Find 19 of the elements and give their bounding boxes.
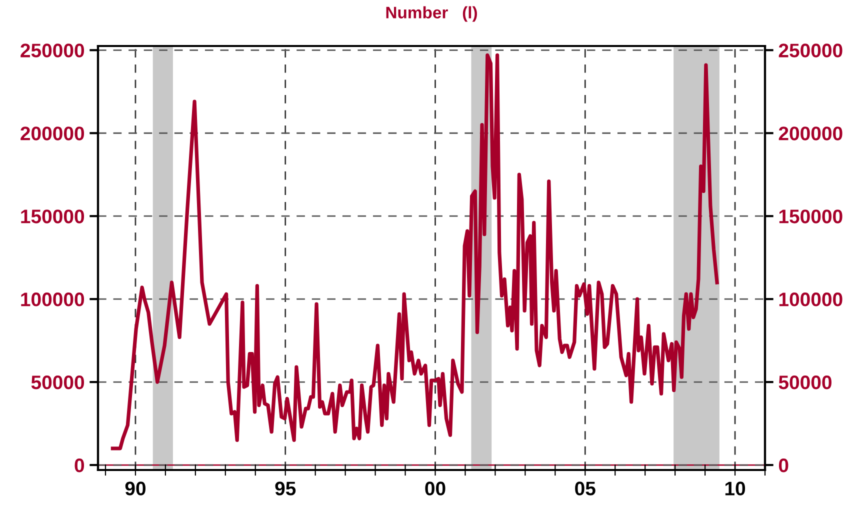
x-tick-label: 10 xyxy=(725,482,746,496)
y2-tick-label: 50000 xyxy=(778,376,832,390)
y-tick-label: 150000 xyxy=(21,210,84,224)
x-tick-label: 90 xyxy=(125,482,146,496)
y2-tick-label: 200000 xyxy=(778,126,842,140)
y2-tick-label: 0 xyxy=(778,458,788,472)
y-tick-label: 50000 xyxy=(31,376,84,390)
y2-tick-label: 100000 xyxy=(779,292,842,306)
y2-tick-label: 250000 xyxy=(778,44,842,58)
x-tick-label: 05 xyxy=(575,482,596,496)
y-tick-label: 250000 xyxy=(20,44,84,58)
y-tick-label: 0 xyxy=(74,458,84,472)
x-tick-label: 95 xyxy=(275,482,296,496)
y2-tick-label: 150000 xyxy=(779,210,842,224)
line-series xyxy=(110,53,719,450)
y-tick-label: 200000 xyxy=(20,126,84,140)
x-tick-label: 00 xyxy=(425,482,446,496)
chart-title: Number (l) xyxy=(386,6,477,22)
y-tick-label: 100000 xyxy=(21,292,84,306)
